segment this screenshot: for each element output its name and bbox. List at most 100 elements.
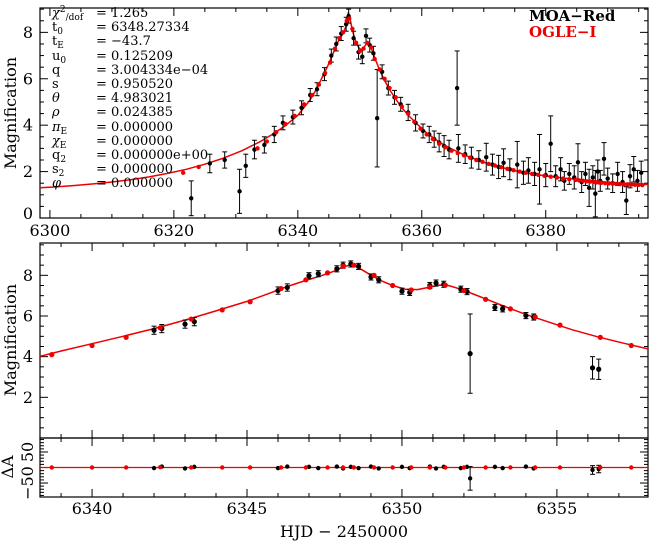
data-point — [376, 466, 381, 471]
parameter-value: = 0.950520 — [96, 77, 174, 93]
data-point — [631, 167, 636, 172]
series-ogle-i — [180, 16, 645, 188]
data-point — [629, 182, 634, 187]
data-point — [365, 40, 370, 46]
data-point — [351, 262, 357, 268]
data-point — [355, 263, 362, 269]
panel-frame — [39, 242, 649, 439]
data-point — [49, 352, 55, 358]
data-point — [640, 182, 645, 188]
parameter-value: = 1.265 — [96, 6, 149, 21]
data-point — [222, 157, 227, 163]
data-point — [532, 314, 538, 320]
data-point — [89, 465, 95, 470]
y-tick-label: 4 — [23, 347, 33, 366]
data-point — [309, 92, 315, 98]
parameter-symbol: q — [52, 62, 61, 78]
panel-frame — [39, 7, 649, 219]
data-point — [617, 181, 623, 187]
y-tick-label: 6 — [23, 69, 33, 88]
data-point — [89, 342, 95, 349]
data-point — [315, 271, 321, 277]
data-point — [351, 35, 356, 41]
fit-parameter-row: χE = 0.000000 — [52, 133, 208, 151]
data-point — [283, 121, 288, 127]
data-point — [492, 163, 498, 168]
fit-parameter-row: πE = 0.000000 — [52, 119, 208, 136]
data-point — [303, 465, 309, 470]
data-point — [377, 67, 382, 72]
series-ogle-i — [49, 262, 634, 358]
data-point — [483, 465, 488, 470]
data-point — [523, 170, 529, 175]
fit-parameter-row: s = 0.950520 — [52, 77, 208, 93]
data-point — [151, 465, 157, 471]
data-point — [483, 296, 489, 302]
data-point — [351, 465, 357, 470]
data-point — [284, 284, 290, 291]
data-point — [399, 288, 405, 294]
data-point — [237, 189, 242, 194]
data-point — [443, 145, 448, 150]
data-point — [537, 167, 542, 172]
data-point — [615, 171, 620, 177]
data-point — [461, 287, 467, 294]
x-tick-label: 6340 — [72, 499, 113, 518]
data-point — [327, 60, 333, 65]
data-point — [536, 172, 541, 178]
data-point — [583, 171, 588, 177]
data-point — [412, 119, 417, 124]
data-point — [405, 111, 411, 116]
data-point — [486, 161, 491, 167]
data-point — [427, 465, 433, 470]
data-point — [508, 465, 513, 470]
data-point — [533, 465, 538, 470]
y-tick-label: −50 — [18, 466, 37, 500]
parameter-symbol: φ — [52, 176, 62, 192]
data-point — [157, 325, 163, 331]
data-point — [390, 465, 395, 470]
data-point — [588, 179, 593, 184]
data-point — [316, 82, 322, 87]
zoom-panel: 2 4 6 8 — [23, 242, 649, 439]
data-point — [264, 139, 270, 144]
data-point — [511, 167, 516, 173]
data-point — [424, 132, 429, 137]
data-point — [393, 95, 398, 100]
data-point — [474, 157, 479, 163]
data-point — [601, 156, 607, 162]
data-point — [605, 176, 610, 181]
data-point — [492, 304, 498, 311]
data-point — [376, 277, 382, 283]
data-point — [243, 163, 248, 168]
data-point — [584, 179, 589, 184]
data-point — [523, 464, 529, 469]
data-point — [625, 182, 630, 187]
data-point — [484, 155, 489, 160]
data-point — [278, 465, 284, 470]
data-point — [454, 85, 460, 91]
data-point — [590, 467, 595, 473]
data-point — [49, 465, 54, 470]
data-point — [467, 476, 473, 481]
data-point — [596, 366, 602, 372]
data-point — [515, 162, 520, 167]
data-point — [247, 465, 253, 470]
data-point — [629, 465, 634, 470]
data-point — [255, 146, 260, 151]
fit-parameter-row: φ = 0.000000 — [52, 177, 208, 191]
data-point — [180, 170, 186, 175]
data-point — [332, 46, 338, 51]
x-tick-label: 6350 — [382, 499, 423, 518]
data-point — [638, 170, 644, 175]
data-point — [353, 40, 359, 46]
data-point — [554, 175, 560, 180]
data-point — [427, 284, 433, 290]
data-point — [219, 307, 225, 313]
data-point — [443, 465, 448, 470]
x-tick-label: 6355 — [537, 499, 578, 518]
parameter-value: = 0.000000 — [96, 119, 174, 135]
fit-parameter-row: θ = 4.983021 — [52, 92, 208, 106]
parameter-symbol: χE — [52, 133, 67, 151]
